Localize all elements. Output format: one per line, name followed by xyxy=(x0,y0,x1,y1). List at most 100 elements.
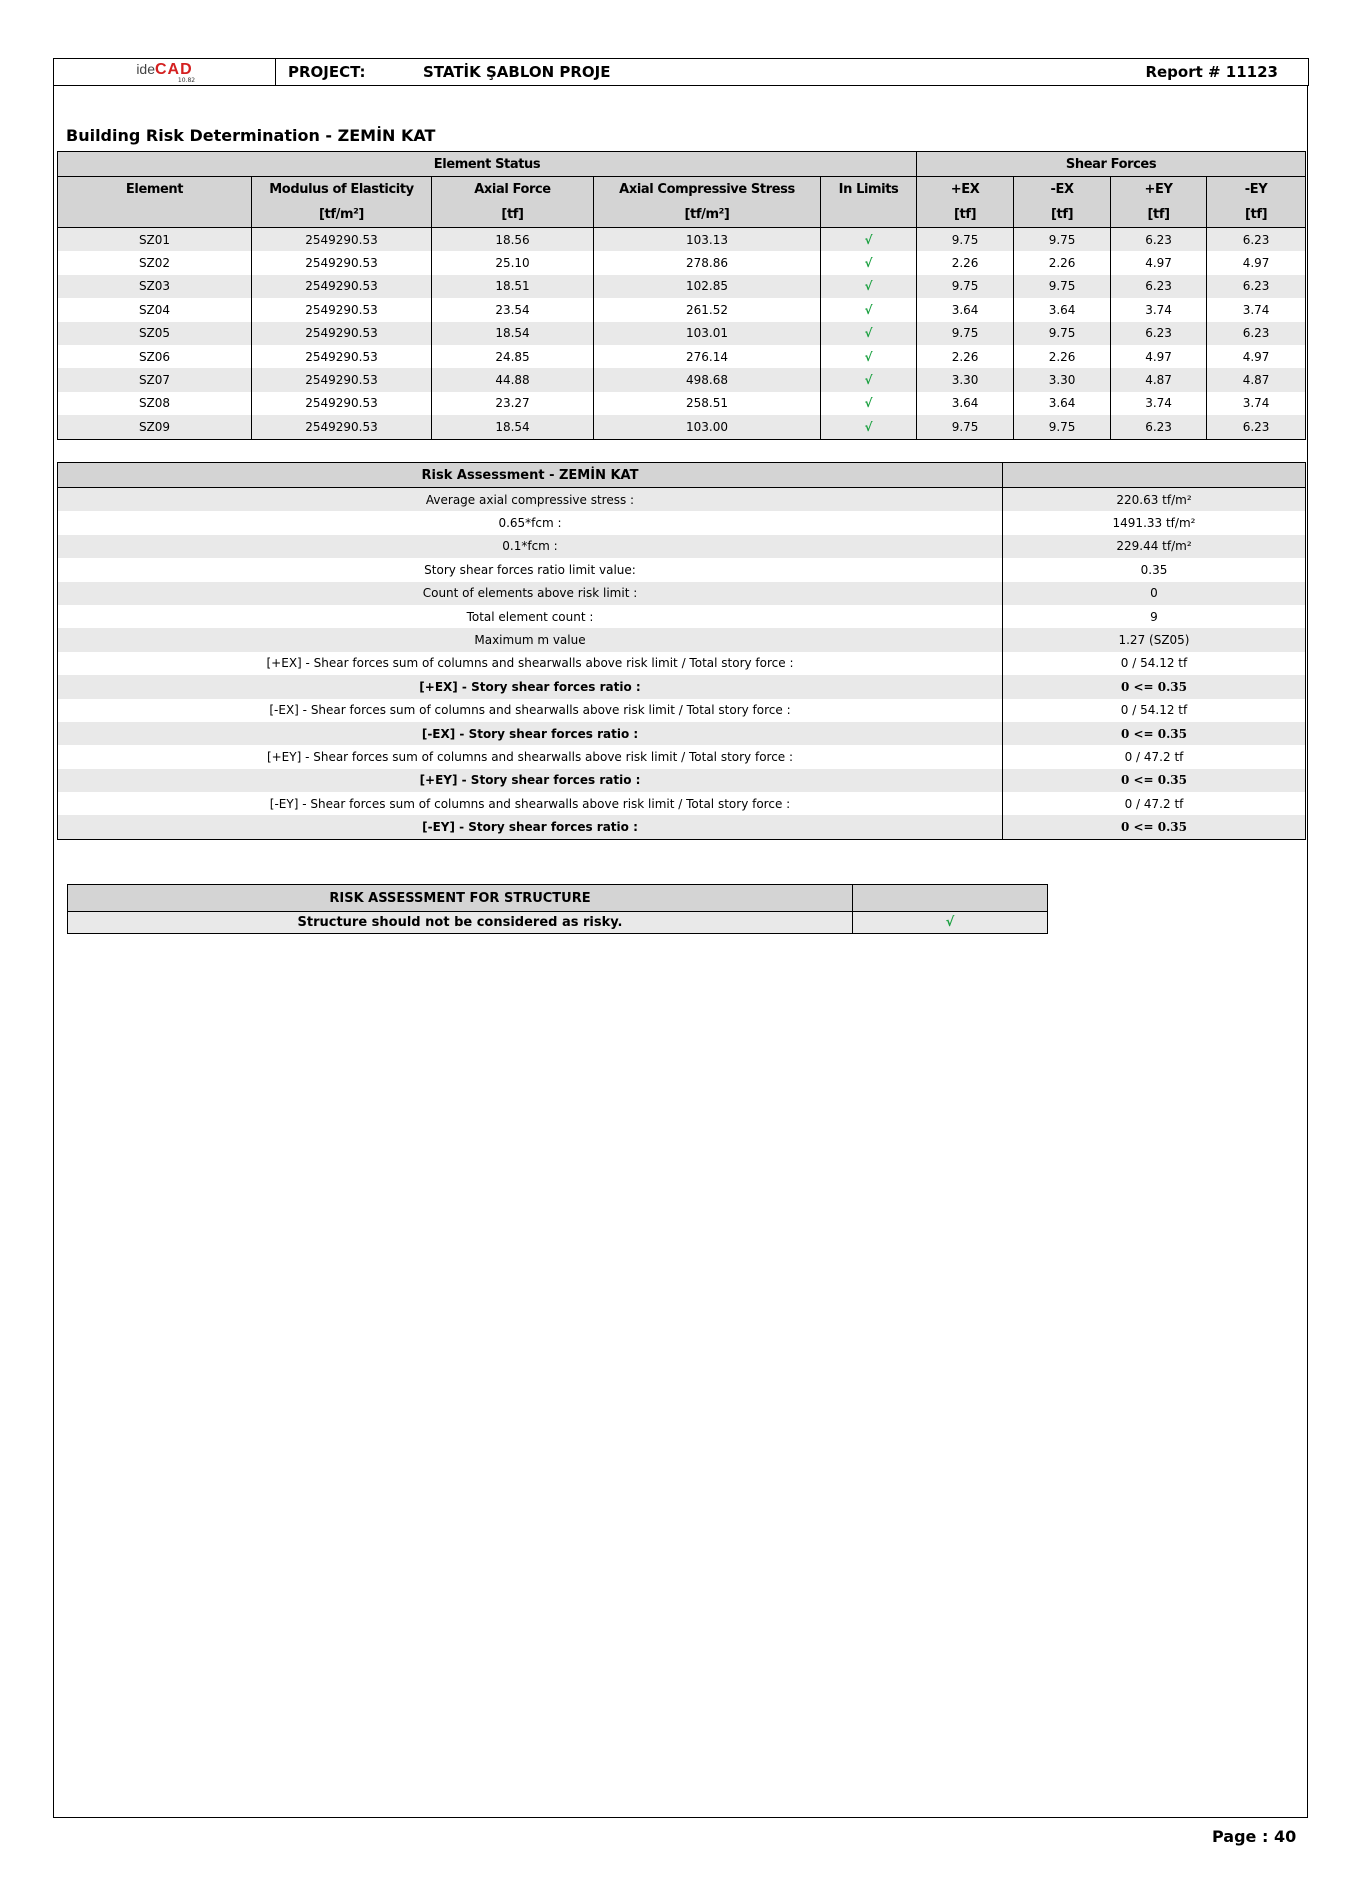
risk-value: 0 / 47.2 tf xyxy=(1002,745,1306,769)
risk-label: Story shear forces ratio limit value: xyxy=(57,558,1003,582)
table-cell: 2549290.53 xyxy=(251,391,432,416)
table-row: SZ04 2549290.53 23.54 261.52 √ 3.64 3.64 3.74 3.… xyxy=(57,298,1307,322)
table-cell: 9.75 xyxy=(1013,321,1112,345)
column-header: Axial Force xyxy=(431,176,594,202)
table-cell: 4.97 xyxy=(1110,251,1208,275)
group-header-shear-forces: Shear Forces xyxy=(916,151,1307,177)
table-cell: 6.23 xyxy=(1110,274,1208,299)
risk-label: [+EY] - Story shear forces ratio : xyxy=(57,768,1003,793)
column-unit: [tf] xyxy=(1110,202,1208,228)
risk-label: [+EY] - Shear forces sum of columns and … xyxy=(57,745,1003,769)
column-unit: [tf] xyxy=(431,202,594,228)
table-cell: 9.75 xyxy=(1013,274,1112,299)
risk-label: 0.1*fcm : xyxy=(57,534,1003,559)
column-header: -EX xyxy=(1013,176,1112,202)
table-cell: SZ09 xyxy=(57,415,252,440)
structure-risk-table: RISK ASSESSMENT FOR STRUCTURE Structure … xyxy=(67,884,1048,934)
column-unit: [tf/m²] xyxy=(251,202,432,228)
column-unit: [tf] xyxy=(1013,202,1112,228)
risk-value: 0 <= 0.35 xyxy=(1002,675,1306,699)
risk-row: [+EY] - Shear forces sum of columns and … xyxy=(57,745,1306,769)
table-cell: 2549290.53 xyxy=(251,274,432,299)
column-header: -EY xyxy=(1206,176,1307,202)
check-icon: √ xyxy=(820,321,918,345)
table-cell: 3.30 xyxy=(1013,368,1112,392)
table-cell: 9.75 xyxy=(916,415,1015,440)
table-cell: 2.26 xyxy=(916,251,1015,275)
risk-row: [-EY] - Shear forces sum of columns and … xyxy=(57,792,1306,816)
report-header: ideCAD 10.82 PROJECT: STATİK ŞABLON PROJ… xyxy=(53,58,1309,86)
risk-row: Count of elements above risk limit :0 xyxy=(57,581,1306,605)
table-cell: SZ07 xyxy=(57,368,252,392)
table-cell: 261.52 xyxy=(593,298,821,322)
page-number: Page : 40 xyxy=(1212,1827,1297,1846)
table-cell: 2549290.53 xyxy=(251,415,432,440)
table-cell: 4.87 xyxy=(1206,368,1307,392)
check-icon: √ xyxy=(820,344,918,369)
table-cell: 3.64 xyxy=(916,391,1015,416)
table-cell: 498.68 xyxy=(593,368,821,392)
check-icon: √ xyxy=(820,227,918,252)
table-cell: 18.56 xyxy=(431,227,594,252)
risk-label: 0.65*fcm : xyxy=(57,511,1003,535)
risk-row: Average axial compressive stress :220.63… xyxy=(57,487,1306,512)
check-icon: √ xyxy=(820,391,918,416)
table-cell: 6.23 xyxy=(1206,321,1307,345)
check-icon: √ xyxy=(852,911,1048,934)
table-cell: 3.64 xyxy=(1013,298,1112,322)
risk-label: [-EX] - Shear forces sum of columns and … xyxy=(57,698,1003,722)
table-cell: 2.26 xyxy=(1013,344,1112,369)
table-cell: 3.74 xyxy=(1206,391,1307,416)
risk-assessment-header: Risk Assessment - ZEMİN KAT xyxy=(57,462,1003,488)
element-status-table: Element Status Shear Forces Element Modul… xyxy=(57,151,1307,440)
table-cell: 6.23 xyxy=(1110,227,1208,252)
table-cell: 2549290.53 xyxy=(251,344,432,369)
table-cell: 25.10 xyxy=(431,251,594,275)
column-unit xyxy=(57,202,252,228)
structure-risk-header-blank xyxy=(852,884,1048,912)
risk-value: 0 / 54.12 tf xyxy=(1002,651,1306,676)
table-cell: 6.23 xyxy=(1206,274,1307,299)
project-label: PROJECT: xyxy=(288,63,366,81)
table-cell: 3.64 xyxy=(1013,391,1112,416)
column-header: Axial Compressive Stress xyxy=(593,176,821,202)
table-cell: 2549290.53 xyxy=(251,298,432,322)
table-cell: 3.30 xyxy=(916,368,1015,392)
table-cell: 18.54 xyxy=(431,415,594,440)
table-cell: 2549290.53 xyxy=(251,368,432,392)
risk-row: [-EY] - Story shear forces ratio :0 <= 0… xyxy=(57,815,1306,840)
risk-row: [-EX] - Shear forces sum of columns and … xyxy=(57,698,1306,722)
report-number: Report # 11123 xyxy=(1145,63,1278,81)
column-header: In Limits xyxy=(820,176,918,202)
table-cell: 9.75 xyxy=(916,227,1015,252)
table-cell: 4.97 xyxy=(1206,344,1307,369)
table-row: SZ03 2549290.53 18.51 102.85 √ 9.75 9.75 6.23 6.… xyxy=(57,274,1307,299)
column-header: Element xyxy=(57,176,252,202)
table-cell: 18.51 xyxy=(431,274,594,299)
risk-label: [+EX] - Story shear forces ratio : xyxy=(57,675,1003,699)
risk-row: [+EX] - Shear forces sum of columns and … xyxy=(57,651,1306,676)
table-cell: 278.86 xyxy=(593,251,821,275)
table-row: SZ05 2549290.53 18.54 103.01 √ 9.75 9.75 6.23 6.… xyxy=(57,321,1307,345)
table-cell: 9.75 xyxy=(1013,415,1112,440)
table-cell: 23.27 xyxy=(431,391,594,416)
table-cell: 4.87 xyxy=(1110,368,1208,392)
risk-value: 0.35 xyxy=(1002,558,1306,582)
structure-risk-result: Structure should not be considered as ri… xyxy=(67,911,853,934)
risk-value: 0 <= 0.35 xyxy=(1002,815,1306,840)
table-cell: SZ06 xyxy=(57,344,252,369)
risk-row: [+EY] - Story shear forces ratio :0 <= 0… xyxy=(57,768,1306,793)
column-header: +EY xyxy=(1110,176,1208,202)
group-header-element-status: Element Status xyxy=(57,151,918,177)
risk-row: Total element count :9 xyxy=(57,604,1306,629)
check-icon: √ xyxy=(820,368,918,392)
table-cell: 44.88 xyxy=(431,368,594,392)
table-cell: 3.74 xyxy=(1110,391,1208,416)
table-row: SZ08 2549290.53 23.27 258.51 √ 3.64 3.64 3.74 3.… xyxy=(57,391,1307,416)
risk-value: 0 / 47.2 tf xyxy=(1002,792,1306,816)
risk-row: Maximum m value 1.27 (SZ05) xyxy=(57,628,1306,652)
table-cell: 6.23 xyxy=(1110,321,1208,345)
table-cell: 6.23 xyxy=(1110,415,1208,440)
check-icon: √ xyxy=(820,274,918,299)
table-cell: 2549290.53 xyxy=(251,321,432,345)
